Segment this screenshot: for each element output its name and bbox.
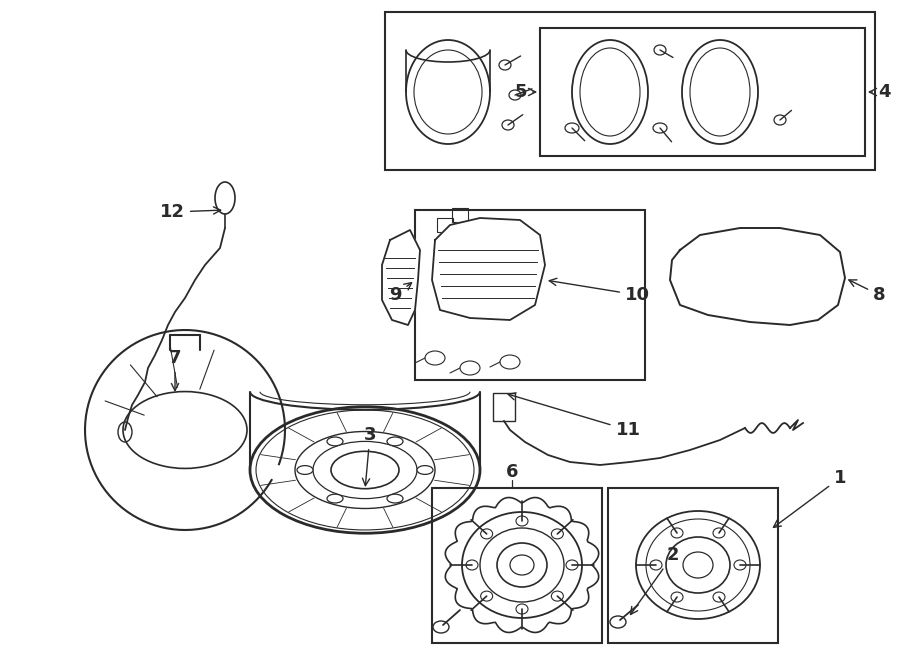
Ellipse shape	[650, 560, 662, 570]
Ellipse shape	[636, 511, 760, 619]
Text: 11: 11	[508, 393, 641, 439]
Ellipse shape	[297, 465, 313, 475]
Ellipse shape	[387, 437, 403, 446]
Ellipse shape	[497, 543, 547, 587]
Ellipse shape	[734, 560, 746, 570]
Ellipse shape	[502, 120, 514, 130]
Ellipse shape	[572, 40, 648, 144]
Ellipse shape	[466, 560, 478, 570]
Text: 6: 6	[506, 463, 518, 481]
Bar	[415, 210, 645, 380]
Ellipse shape	[327, 494, 343, 503]
Bar	[540, 28, 865, 156]
Ellipse shape	[713, 592, 725, 602]
Polygon shape	[670, 228, 845, 325]
Text: 8: 8	[849, 280, 886, 304]
Ellipse shape	[687, 243, 743, 313]
Ellipse shape	[565, 123, 579, 133]
Bar	[385, 12, 875, 170]
Polygon shape	[382, 230, 420, 325]
Text: 5: 5	[515, 83, 536, 101]
Ellipse shape	[646, 519, 750, 611]
Ellipse shape	[566, 560, 578, 570]
Bar	[437, 218, 453, 232]
Text: 3: 3	[363, 426, 376, 486]
Text: 2: 2	[631, 546, 680, 615]
Ellipse shape	[516, 516, 528, 526]
Ellipse shape	[417, 465, 433, 475]
Ellipse shape	[387, 494, 403, 503]
Text: 4: 4	[869, 83, 890, 101]
Bar	[432, 488, 602, 643]
Ellipse shape	[610, 616, 626, 628]
Text: 12: 12	[160, 203, 220, 221]
Ellipse shape	[671, 592, 683, 602]
Ellipse shape	[509, 90, 521, 100]
Ellipse shape	[713, 528, 725, 538]
Ellipse shape	[433, 621, 449, 633]
Text: 1: 1	[773, 469, 846, 527]
Ellipse shape	[654, 45, 666, 55]
Ellipse shape	[327, 437, 343, 446]
Text: 7: 7	[169, 349, 181, 391]
Ellipse shape	[481, 591, 492, 601]
Bar	[608, 488, 778, 643]
Bar	[493, 393, 515, 421]
Ellipse shape	[671, 528, 683, 538]
Ellipse shape	[480, 528, 564, 602]
Bar	[452, 208, 468, 222]
Ellipse shape	[462, 512, 582, 618]
Text: 9: 9	[390, 283, 411, 304]
Polygon shape	[432, 218, 545, 320]
Ellipse shape	[666, 537, 730, 593]
Ellipse shape	[481, 529, 492, 539]
Ellipse shape	[774, 115, 786, 125]
Ellipse shape	[653, 123, 667, 133]
Ellipse shape	[682, 40, 758, 144]
Text: 10: 10	[549, 278, 650, 304]
Ellipse shape	[552, 529, 563, 539]
Ellipse shape	[499, 60, 511, 70]
Ellipse shape	[757, 243, 813, 313]
Ellipse shape	[552, 591, 563, 601]
Ellipse shape	[516, 604, 528, 614]
Ellipse shape	[250, 407, 480, 533]
Ellipse shape	[406, 40, 490, 144]
Ellipse shape	[215, 182, 235, 214]
